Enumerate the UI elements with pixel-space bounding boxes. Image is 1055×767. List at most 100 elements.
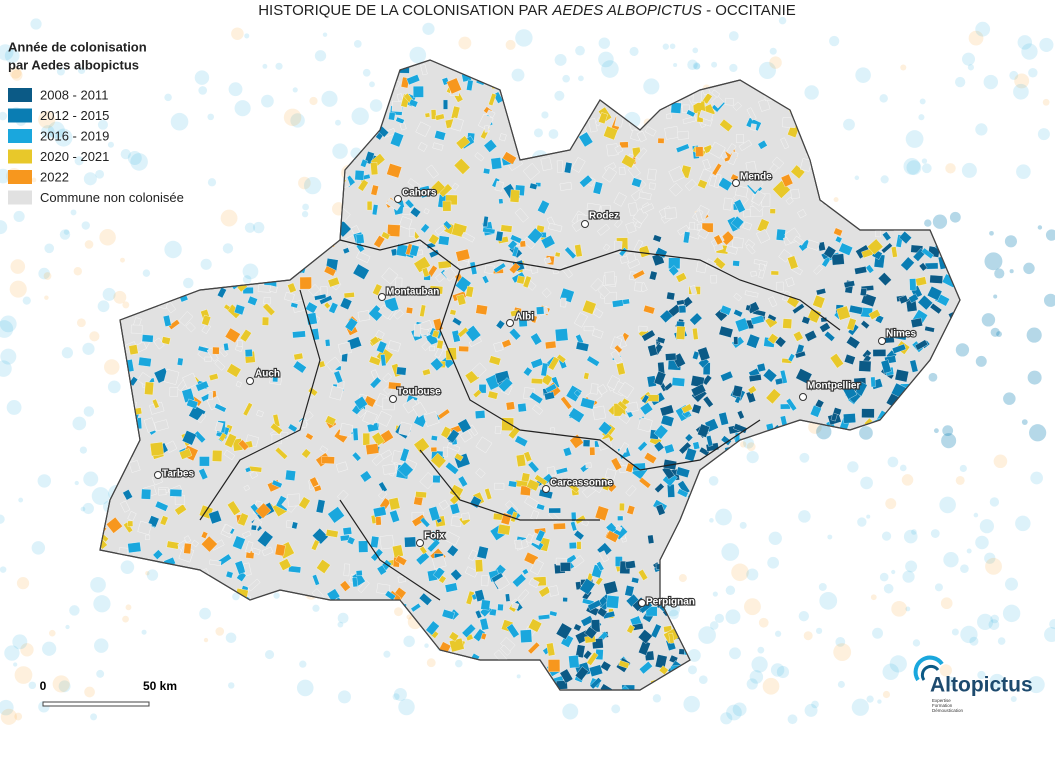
commune xyxy=(922,457,938,473)
commune xyxy=(474,410,486,419)
commune xyxy=(413,86,424,98)
commune xyxy=(247,295,258,306)
commune xyxy=(308,78,320,91)
commune xyxy=(365,644,377,655)
commune xyxy=(327,627,338,641)
neighbour-patch xyxy=(847,461,859,473)
commune xyxy=(307,647,320,655)
neighbour-patch xyxy=(231,27,244,41)
city-label: Tarbes xyxy=(162,469,194,480)
commune xyxy=(117,206,128,218)
commune xyxy=(530,510,540,521)
neighbour-patch xyxy=(816,424,832,440)
commune xyxy=(144,626,156,641)
neighbour-patch xyxy=(855,67,871,83)
commune xyxy=(173,97,184,106)
neighbour-patch xyxy=(778,16,787,25)
commune xyxy=(243,191,250,200)
commune xyxy=(169,386,179,397)
neighbour-patch xyxy=(234,100,251,117)
commune xyxy=(876,475,890,482)
commune xyxy=(174,72,189,88)
commune xyxy=(573,389,582,397)
commune xyxy=(266,166,273,174)
commune xyxy=(475,304,488,316)
commune xyxy=(806,546,822,562)
commune xyxy=(836,480,848,495)
commune xyxy=(869,94,880,108)
commune xyxy=(509,327,522,341)
commune xyxy=(170,602,184,617)
neighbour-patch xyxy=(146,569,159,581)
neighbour-patch xyxy=(746,450,759,464)
commune xyxy=(954,147,960,160)
commune xyxy=(527,641,540,655)
commune xyxy=(936,539,947,552)
commune xyxy=(830,115,841,127)
commune xyxy=(953,420,960,431)
neighbour-patch xyxy=(829,35,840,47)
commune xyxy=(806,497,822,512)
commune xyxy=(369,609,383,616)
commune xyxy=(860,152,873,166)
commune xyxy=(624,560,636,570)
commune xyxy=(169,282,181,297)
commune xyxy=(860,530,868,536)
commune xyxy=(212,278,222,287)
commune xyxy=(381,267,399,285)
commune xyxy=(536,137,546,149)
commune xyxy=(870,376,876,388)
commune xyxy=(146,165,155,175)
neighbour-patch xyxy=(966,548,972,554)
commune xyxy=(805,522,819,535)
commune xyxy=(677,83,692,96)
commune xyxy=(217,121,227,131)
commune xyxy=(744,468,760,482)
neighbour-patch xyxy=(768,531,782,545)
map-title: HISTORIQUE DE LA COLONISATION PAR AEDES … xyxy=(258,2,796,19)
commune xyxy=(249,161,264,174)
commune xyxy=(952,130,960,140)
commune xyxy=(322,165,338,181)
neighbour-patch xyxy=(711,61,718,68)
neighbour-patch xyxy=(81,221,90,230)
commune xyxy=(284,653,298,661)
commune xyxy=(699,569,710,578)
commune xyxy=(204,212,218,221)
commune xyxy=(242,116,254,129)
commune xyxy=(699,603,706,609)
commune xyxy=(347,635,365,653)
commune xyxy=(549,79,557,94)
commune xyxy=(939,397,948,409)
neighbour-patch xyxy=(31,177,37,183)
commune xyxy=(880,609,892,622)
commune xyxy=(355,129,367,143)
commune xyxy=(296,241,308,253)
commune xyxy=(912,119,924,131)
commune xyxy=(861,408,875,418)
commune xyxy=(932,201,946,214)
commune xyxy=(720,370,734,382)
commune xyxy=(671,377,686,387)
commune xyxy=(834,547,850,563)
commune xyxy=(686,518,700,529)
commune xyxy=(475,468,486,479)
commune xyxy=(701,685,713,690)
commune xyxy=(661,78,678,95)
commune xyxy=(522,163,540,180)
commune xyxy=(100,626,112,639)
commune xyxy=(813,264,823,275)
commune xyxy=(839,612,858,630)
commune xyxy=(893,580,902,590)
commune xyxy=(259,113,278,132)
commune xyxy=(209,657,220,668)
neighbour-patch xyxy=(949,211,961,223)
neighbour-patch xyxy=(321,90,338,107)
commune xyxy=(898,428,911,440)
commune xyxy=(544,340,557,350)
commune xyxy=(713,463,725,478)
commune xyxy=(517,402,527,413)
commune xyxy=(735,185,749,198)
commune xyxy=(368,355,382,366)
commune xyxy=(200,531,209,539)
